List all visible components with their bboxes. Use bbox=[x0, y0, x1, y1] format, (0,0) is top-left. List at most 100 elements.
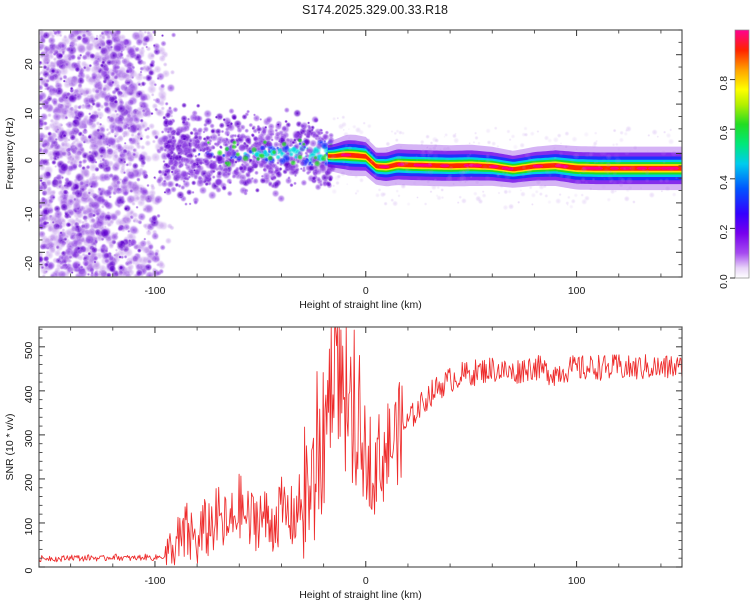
signal-patch bbox=[208, 160, 218, 171]
trace-scatter bbox=[603, 177, 606, 181]
signal-patch bbox=[305, 170, 311, 176]
noise-speckle bbox=[92, 63, 101, 72]
noise-speckle bbox=[147, 78, 157, 88]
trace-scatter bbox=[593, 131, 598, 136]
noise-speckle bbox=[75, 222, 80, 227]
signal-patch bbox=[238, 165, 245, 172]
trace-scatter bbox=[639, 186, 643, 190]
noise-speckle bbox=[91, 74, 97, 81]
signal-patch bbox=[202, 156, 210, 165]
noise-speckle bbox=[80, 35, 90, 45]
signal-patch bbox=[220, 129, 225, 134]
trace-scatter bbox=[445, 157, 450, 163]
trace-scatter bbox=[484, 175, 491, 182]
trace-scatter bbox=[384, 148, 389, 153]
signal-patch bbox=[239, 132, 247, 140]
colorbar-tick-label: 0.6 bbox=[718, 125, 730, 140]
trace-scatter bbox=[393, 131, 398, 136]
trace-scatter bbox=[395, 189, 400, 194]
signal-patch bbox=[225, 150, 233, 158]
noise-speckle bbox=[122, 134, 126, 139]
noise-speckle bbox=[164, 237, 173, 245]
noise-speckle bbox=[153, 176, 157, 181]
trace-hotspot bbox=[532, 164, 544, 168]
y-tick-label: 10 bbox=[23, 108, 35, 120]
noise-speckle bbox=[89, 179, 100, 190]
trace-scatter bbox=[454, 132, 457, 136]
trace-scatter bbox=[600, 183, 608, 191]
trace-scatter bbox=[548, 173, 552, 178]
noise-speckle bbox=[135, 109, 146, 120]
trace-scatter bbox=[538, 183, 545, 191]
signal-patch bbox=[245, 176, 255, 186]
noise-speckle bbox=[79, 245, 88, 254]
noise-speckle bbox=[58, 65, 70, 77]
trace-hotspot bbox=[593, 166, 603, 170]
trace-scatter bbox=[465, 167, 470, 173]
noise-speckle bbox=[39, 204, 43, 210]
noise-speckle bbox=[141, 40, 148, 48]
signal-patch bbox=[318, 182, 324, 187]
noise-speckle bbox=[79, 166, 91, 178]
signal-patch bbox=[219, 145, 224, 150]
trace-scatter bbox=[486, 139, 492, 145]
noise-speckle bbox=[50, 68, 56, 74]
signal-patch bbox=[299, 160, 306, 167]
trace-hotspot bbox=[379, 165, 390, 169]
trace-scatter bbox=[436, 185, 441, 190]
noise-speckle bbox=[135, 268, 144, 277]
noise-speckle bbox=[79, 117, 91, 128]
noise-speckle bbox=[48, 237, 55, 243]
y-tick-label: 500 bbox=[23, 342, 35, 360]
trace-scatter bbox=[624, 125, 633, 133]
signal-patch bbox=[228, 180, 233, 185]
noise-speckle bbox=[72, 49, 77, 54]
trace-scatter bbox=[399, 159, 404, 163]
noise-speckle bbox=[62, 74, 68, 80]
trace-scatter bbox=[574, 179, 582, 187]
trace-scatter bbox=[382, 191, 387, 197]
trace-scatter bbox=[364, 137, 371, 144]
noise-speckle bbox=[54, 104, 66, 116]
trace-scatter bbox=[370, 160, 374, 163]
signal-patch bbox=[177, 154, 183, 160]
trace-scatter bbox=[558, 192, 562, 197]
noise-speckle bbox=[135, 80, 143, 88]
trace-scatter bbox=[523, 126, 528, 131]
noise-speckle bbox=[134, 38, 144, 47]
trace-scatter bbox=[332, 184, 336, 188]
trace-scatter bbox=[591, 143, 598, 150]
snr-ylabel: SNR (10 * v/v) bbox=[4, 413, 16, 480]
trace-scatter bbox=[659, 178, 664, 183]
trace-scatter bbox=[448, 165, 454, 171]
noise-speckle bbox=[82, 216, 87, 220]
signal-patch bbox=[292, 181, 298, 186]
trace-scatter bbox=[612, 171, 618, 176]
noise-speckle bbox=[88, 162, 99, 173]
noise-speckle bbox=[126, 263, 135, 271]
signal-patch bbox=[222, 117, 227, 122]
trace-scatter bbox=[385, 141, 391, 147]
noise-speckle bbox=[102, 188, 113, 199]
trace-scatter bbox=[662, 160, 666, 164]
signal-patch bbox=[180, 102, 188, 109]
snr-xlabel: Height of straight line (km) bbox=[299, 589, 422, 600]
noise-speckle bbox=[113, 99, 119, 105]
noise-speckle bbox=[63, 262, 68, 268]
trace-scatter bbox=[362, 121, 367, 125]
noise-speckle bbox=[59, 202, 69, 212]
noise-speckle bbox=[40, 49, 47, 57]
signal-patch bbox=[251, 124, 257, 130]
noise-speckle bbox=[142, 266, 148, 272]
noise-speckle bbox=[73, 178, 79, 184]
signal-patch bbox=[166, 130, 171, 135]
noise-speckle bbox=[131, 162, 140, 170]
noise-speckle bbox=[165, 83, 176, 93]
signal-patch bbox=[240, 162, 245, 167]
trace-scatter bbox=[614, 142, 619, 147]
trace-scatter bbox=[517, 179, 522, 184]
trace-scatter bbox=[619, 130, 625, 136]
trace-scatter bbox=[631, 200, 636, 204]
trace-scatter bbox=[416, 177, 422, 183]
signal-knot bbox=[250, 145, 258, 154]
